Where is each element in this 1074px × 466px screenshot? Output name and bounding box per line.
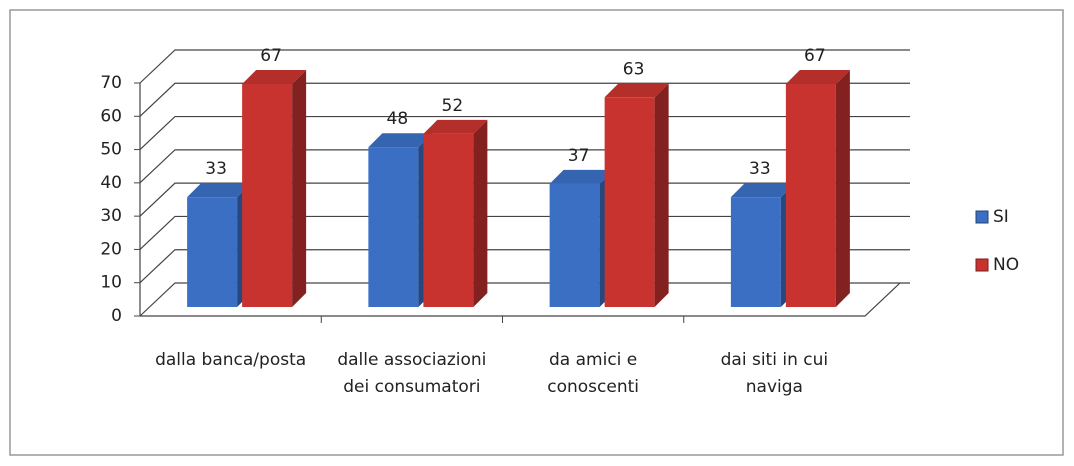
x-tick-label: da amici e conoscenti (547, 350, 639, 397)
x-tick-label: dai siti in cui naviga (720, 350, 829, 397)
bar-side (292, 69, 307, 307)
bar-side (654, 83, 669, 307)
bar (368, 147, 419, 307)
bar-top (549, 169, 614, 184)
data-label: 52 (442, 96, 464, 116)
y-tick-label: 10 (100, 273, 122, 293)
x-tick-label: dalle associazioni dei consumatori (337, 350, 487, 397)
bar (549, 183, 600, 307)
bar-top (187, 183, 252, 198)
bar (187, 197, 238, 307)
y-tick-label: 30 (100, 206, 122, 226)
bar-side (473, 119, 488, 308)
data-label: 33 (749, 159, 771, 179)
grid-line (139, 49, 910, 84)
bar (785, 83, 836, 307)
bar-top (730, 183, 795, 198)
y-tick-label: 50 (100, 140, 122, 160)
bar (604, 97, 655, 307)
grid-line (139, 82, 910, 117)
bar-top (785, 69, 850, 84)
bar-top (604, 83, 669, 98)
y-tick-label: 0 (111, 306, 122, 326)
data-label: 67 (804, 46, 826, 66)
data-label: 67 (260, 46, 282, 66)
y-tick-label: 70 (100, 73, 122, 93)
legend-swatch (975, 258, 989, 272)
legend-label: NO (993, 255, 1019, 275)
y-tick-label: 20 (100, 239, 122, 259)
y-tick-label: 60 (100, 106, 122, 126)
data-label: 63 (623, 59, 645, 79)
bar (242, 83, 293, 307)
data-label: 48 (387, 109, 409, 129)
chart-border (9, 9, 1064, 456)
legend-swatch (975, 210, 989, 224)
bar (730, 197, 781, 307)
floor-outline (140, 282, 901, 317)
y-tick-label: 40 (100, 173, 122, 193)
bar (423, 133, 474, 307)
bar-top (423, 119, 488, 134)
data-label: 37 (568, 146, 590, 166)
bar-top (242, 69, 307, 84)
legend-label: SI (993, 207, 1009, 227)
bar-side (835, 69, 850, 307)
bar-top (368, 133, 433, 148)
data-label: 33 (205, 159, 227, 179)
x-tick-label: dalla banca/posta (155, 350, 307, 370)
